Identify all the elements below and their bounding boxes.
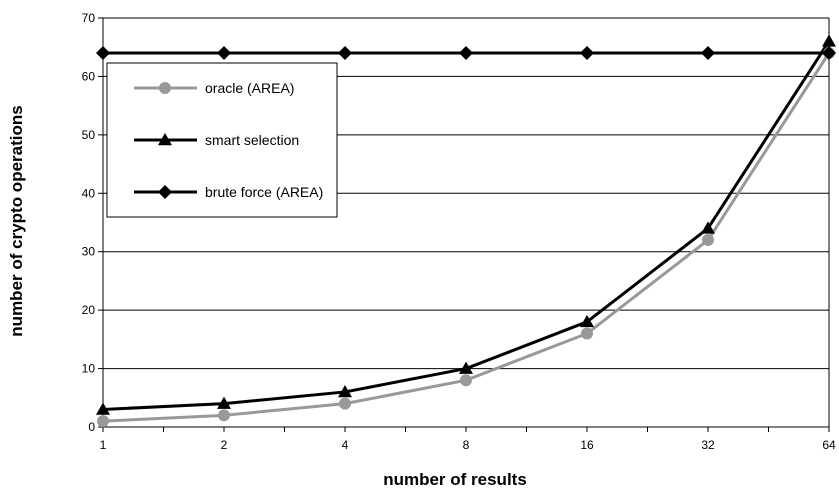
data-point-2 (96, 402, 110, 415)
x-axis-title: number of results (383, 470, 527, 489)
data-point-2 (459, 361, 473, 374)
data-point-1 (581, 327, 593, 340)
x-tick-label: 64 (822, 438, 836, 452)
y-tick-label: 0 (88, 420, 95, 434)
legend-label: smart selection (205, 132, 299, 148)
y-tick-label: 10 (82, 362, 96, 376)
y-tick-label: 30 (82, 245, 96, 259)
data-point-2 (822, 34, 836, 47)
data-point-3 (338, 46, 352, 61)
x-tick-label: 16 (580, 438, 594, 452)
data-point-1 (339, 397, 351, 410)
data-point-2 (338, 384, 352, 398)
data-point-2 (580, 314, 594, 328)
axes: 0 10 20 30 40 50 60 70 1 2 4 8 16 32 64 (82, 11, 836, 452)
data-point-1 (460, 374, 472, 387)
data-point-1 (97, 415, 109, 428)
legend-swatch-marker (158, 133, 172, 146)
legend-label: oracle (AREA) (205, 80, 294, 96)
legend-swatch-marker (159, 82, 171, 94)
data-point-2 (701, 221, 715, 234)
data-point-1 (218, 409, 230, 422)
data-point-3 (459, 46, 473, 61)
x-tick-label: 2 (221, 438, 228, 452)
legend-label: brute force (AREA) (205, 184, 323, 200)
data-point-3 (580, 46, 594, 61)
x-tick-label: 4 (342, 438, 349, 452)
data-point-2 (217, 396, 231, 409)
data-point-3 (96, 46, 110, 61)
data-point-1 (702, 234, 714, 247)
x-tick-label: 1 (100, 438, 107, 452)
y-tick-label: 70 (82, 11, 96, 25)
y-tick-label: 20 (82, 303, 96, 317)
y-axis-title: number of crypto operations (7, 105, 26, 336)
data-point-3 (217, 46, 231, 61)
y-tick-label: 50 (82, 128, 96, 142)
y-tick-label: 60 (82, 69, 96, 83)
data-point-3 (701, 46, 715, 61)
legend-swatch-marker (158, 185, 172, 199)
series-markers (96, 34, 836, 428)
legend: oracle (AREA) smart selection brute force … (106, 62, 338, 218)
x-tick-label: 32 (701, 438, 715, 452)
y-tick-label: 40 (82, 186, 96, 200)
x-tick-label: 8 (463, 438, 470, 452)
data-point-3 (822, 46, 836, 61)
